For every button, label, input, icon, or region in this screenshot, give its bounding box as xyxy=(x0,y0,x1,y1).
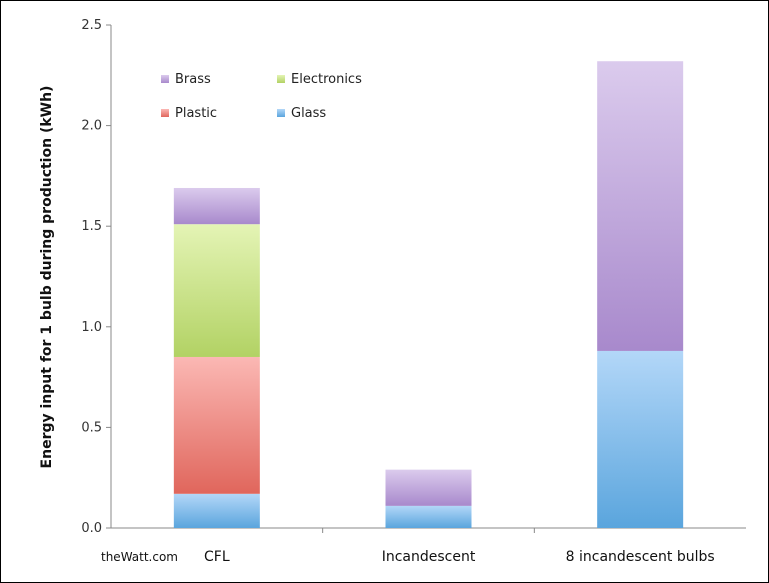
legend-label-brass: Brass xyxy=(175,72,211,87)
legend: Brass Electronics Plastic Glass xyxy=(161,72,362,121)
bar-cfl-electronics xyxy=(173,224,260,357)
y-tick-label: 1.5 xyxy=(81,219,102,234)
bar-8-incandescent-bulbs-brass xyxy=(597,61,684,351)
legend-swatch-brass xyxy=(161,75,169,83)
y-tick-label: 0.5 xyxy=(81,420,102,435)
x-tick-labels: CFL Incandescent 8 incandescent bulbs xyxy=(204,528,715,565)
x-tick-label-8-incandescent-bulbs: 8 incandescent bulbs xyxy=(566,549,715,565)
x-tick-label-cfl: CFL xyxy=(204,549,230,565)
legend-label-glass: Glass xyxy=(291,106,326,121)
bar-cfl-brass xyxy=(173,187,260,225)
legend-swatch-glass xyxy=(277,109,285,117)
legend-swatch-electronics xyxy=(277,75,285,83)
bar-cfl-glass xyxy=(173,493,260,528)
bar-cfl-plastic xyxy=(173,356,260,494)
y-tick-label: 2.0 xyxy=(81,119,102,134)
bar-8-incandescent-bulbs-glass xyxy=(597,350,684,528)
y-tick-label: 0.0 xyxy=(81,521,102,536)
credit-text: theWatt.com xyxy=(101,550,178,564)
legend-label-electronics: Electronics xyxy=(291,72,362,87)
bars xyxy=(173,61,684,528)
x-tick-label-incandescent: Incandescent xyxy=(382,549,476,565)
bar-incandescent-glass xyxy=(385,505,472,528)
legend-swatch-plastic xyxy=(161,109,169,117)
y-axis-label: Energy input for 1 bulb during productio… xyxy=(39,86,55,469)
y-tick-label: 1.0 xyxy=(81,320,102,335)
y-ticks: 0.0 0.5 1.0 1.5 2.0 2.5 xyxy=(81,18,111,536)
y-tick-label: 2.5 xyxy=(81,18,102,33)
bar-incandescent-brass xyxy=(385,469,472,506)
legend-label-plastic: Plastic xyxy=(175,106,217,121)
